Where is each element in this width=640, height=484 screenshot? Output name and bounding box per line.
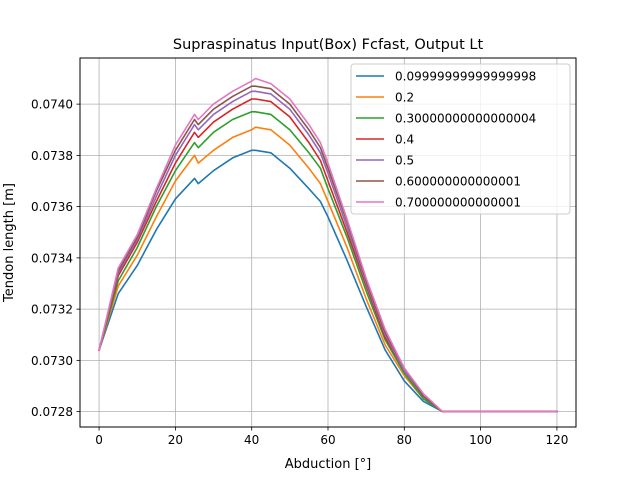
x-axis-label: Abduction [°] xyxy=(285,457,371,472)
legend-entries: 0.09999999999999998 0.2 0.3000000000000000… xyxy=(356,70,536,210)
grid-lines xyxy=(80,58,576,427)
legend-label: 0.30000000000000004 xyxy=(395,112,536,126)
y-tick-label: 0.0734 xyxy=(31,251,73,265)
y-tick-label: 0.0732 xyxy=(31,303,73,317)
y-tick-label: 0.0730 xyxy=(31,354,73,368)
legend-label: 0.600000000000001 xyxy=(395,175,521,189)
x-axis-ticks: 0 20 40 60 80 100 120 xyxy=(95,427,568,447)
chart-title: Supraspinatus Input(Box) Fcfast, Output … xyxy=(173,37,484,53)
y-axis-label: Tendon length [m] xyxy=(2,183,17,303)
y-axis-ticks: 0.0728 0.0730 0.0732 0.0734 0.0736 0.0738 0.07… xyxy=(31,98,80,419)
legend-label: 0.700000000000001 xyxy=(395,196,521,210)
legend-label: 0.4 xyxy=(395,133,414,147)
series-lines xyxy=(98,77,558,413)
y-tick-label: 0.0728 xyxy=(31,405,73,419)
x-tick-label: 0 xyxy=(95,433,103,447)
x-tick-label: 120 xyxy=(545,433,568,447)
x-tick-label: 100 xyxy=(469,433,492,447)
legend-label: 0.5 xyxy=(395,154,414,168)
y-tick-label: 0.0738 xyxy=(31,149,73,163)
x-tick-label: 20 xyxy=(168,433,183,447)
x-tick-label: 60 xyxy=(320,433,335,447)
legend-label: 0.2 xyxy=(395,91,414,105)
legend: 0.09999999999999998 0.2 0.3000000000000000… xyxy=(350,63,571,215)
legend-label: 0.09999999999999998 xyxy=(395,70,536,84)
y-tick-label: 0.0740 xyxy=(31,98,73,112)
x-tick-label: 40 xyxy=(244,433,259,447)
legend-box xyxy=(350,63,571,215)
series-line-7 xyxy=(98,77,558,413)
x-tick-label: 80 xyxy=(397,433,412,447)
y-tick-label: 0.0736 xyxy=(31,200,73,214)
